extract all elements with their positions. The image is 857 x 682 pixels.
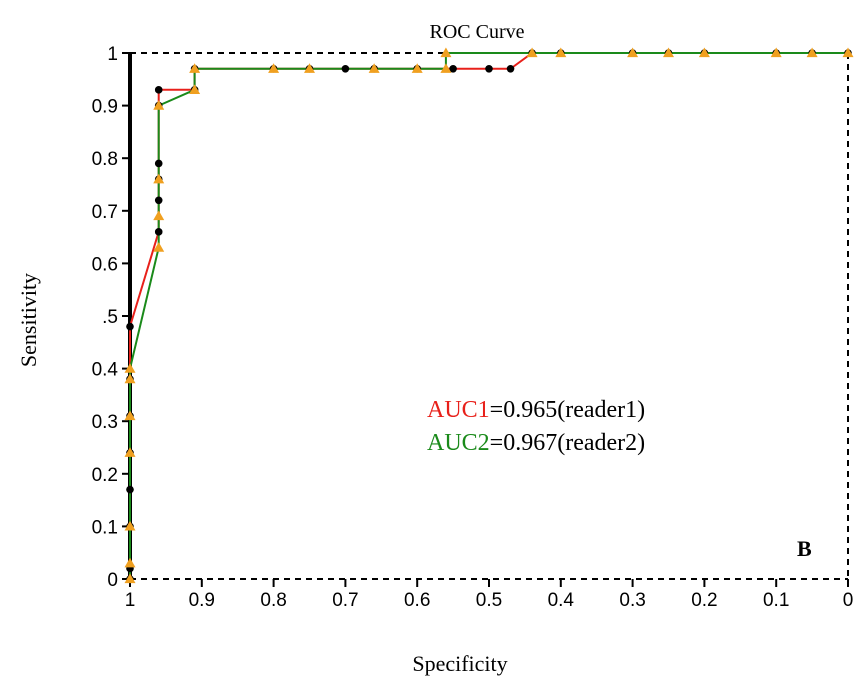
series-1-point: [449, 64, 457, 73]
series-1-point: [485, 64, 493, 73]
auc1-value: =0.965(reader1): [490, 397, 645, 423]
x-axis-label: Specificity: [412, 651, 507, 676]
series-2-point: [124, 520, 136, 531]
y-tick-label: 0.8: [92, 149, 118, 170]
series-1-point: [341, 64, 350, 73]
x-tick-label: 0.3: [619, 590, 645, 611]
series-2-point: [124, 557, 136, 568]
series-1-line: [129, 52, 848, 579]
series-2-point: [153, 173, 165, 184]
series-2-point: [189, 84, 201, 94]
x-tick-label: 1: [125, 590, 136, 611]
x-tick-label: 0.5: [476, 590, 502, 611]
y-axis-label: Sensitivity: [16, 273, 41, 367]
series-2-point: [806, 47, 818, 58]
series-2-point: [268, 63, 280, 73]
series-1-point: [506, 64, 515, 73]
series-2-point: [124, 447, 136, 457]
series-2-point: [153, 242, 165, 252]
series-2-point: [411, 63, 423, 73]
y-tick-label: 0.1: [92, 517, 118, 538]
y-tick-label: 0.4: [92, 360, 119, 381]
series-2-point: [153, 210, 165, 221]
series-1-point: [154, 159, 163, 168]
chart-title: ROC Curve: [430, 21, 525, 43]
series-2-point: [304, 63, 315, 73]
series-1-point: [154, 86, 163, 94]
series-2-point: [440, 47, 452, 58]
series-2-point: [124, 373, 136, 384]
series-2-point: [526, 47, 538, 58]
series-2-point: [663, 47, 674, 58]
series-2-point: [440, 63, 452, 73]
series-1-markers: [126, 49, 852, 583]
series-2-point: [153, 100, 165, 110]
auc2-value: =0.967(reader2): [490, 430, 645, 456]
x-tick-label: 0.6: [404, 590, 430, 611]
series-2: [129, 52, 848, 579]
series-1: [129, 52, 848, 579]
y-tick-label: 0.9: [92, 97, 118, 118]
plot-frame: [128, 52, 849, 580]
y-tick-label: 0.6: [92, 254, 118, 275]
y-tick-label: 1: [107, 44, 118, 65]
series-2-point: [368, 63, 380, 73]
auc2-annotation: AUC2=0.967(reader2): [427, 430, 645, 456]
auc1-label: AUC1: [427, 397, 490, 423]
x-tick-label: 0.4: [548, 590, 575, 611]
series-2-markers: [124, 47, 854, 584]
series-2-line: [129, 52, 848, 579]
series-2-point: [189, 63, 201, 73]
series-2-point: [698, 47, 710, 58]
series-2-point: [555, 47, 567, 58]
series-2-point: [627, 47, 639, 58]
series-2-point: [124, 573, 136, 584]
series-2-point: [124, 363, 136, 373]
x-axis-ticks: 1 0.9 0.8 0.7 0.6 0.5 0.4 0.3 0.2 0.1 0: [125, 579, 854, 611]
x-tick-label: 0.7: [332, 590, 358, 611]
x-tick-label: 0.9: [189, 590, 215, 611]
x-tick-label: 0.8: [260, 590, 286, 611]
y-tick-label: 0: [107, 570, 118, 591]
y-tick-label: 0.3: [92, 412, 118, 433]
series-1-point: [126, 322, 134, 331]
y-tick-label: .5: [102, 307, 118, 328]
auc2-label: AUC2: [427, 430, 490, 456]
panel-label: B: [797, 536, 812, 561]
x-tick-label: 0.1: [763, 590, 789, 611]
series-2-point: [124, 410, 136, 421]
series-1-point: [126, 485, 134, 494]
series-1-point: [154, 228, 163, 236]
y-tick-label: 0.7: [92, 202, 118, 223]
y-tick-label: 0.2: [92, 465, 118, 486]
y-axis-ticks: 0 0.1 0.2 0.3 0.4 .5 0.6 0.7 0.8 0.9 1: [92, 44, 130, 591]
series-layer: [124, 47, 854, 584]
series-1-point: [154, 196, 163, 205]
series-2-point: [842, 47, 854, 58]
auc1-annotation: AUC1=0.965(reader1): [427, 397, 645, 423]
series-2-point: [770, 47, 782, 58]
x-tick-label: 0.2: [691, 590, 717, 611]
x-tick-label: 0: [843, 590, 854, 611]
